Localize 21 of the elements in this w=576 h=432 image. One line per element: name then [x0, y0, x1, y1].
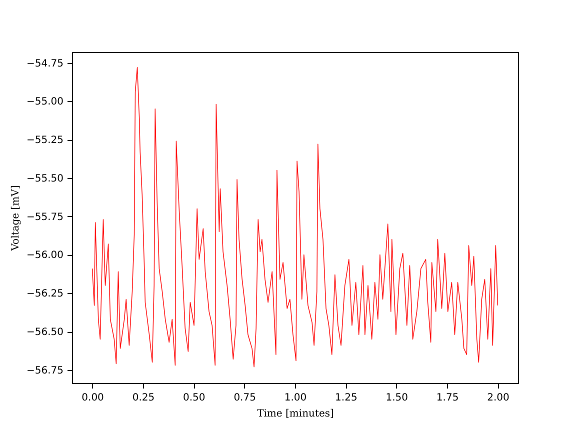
x-tick-label: 2.00 — [487, 392, 510, 404]
x-tick-label: 1.00 — [284, 392, 307, 404]
x-tick-label: 1.75 — [436, 392, 459, 404]
y-tick-label: −55.25 — [26, 135, 64, 146]
y-tick-label: −55.00 — [26, 96, 64, 108]
x-axis-title: Time [minutes] — [257, 408, 334, 420]
x-tick-label: 0.25 — [132, 392, 155, 404]
y-axis-title: Voltage [mV] — [10, 185, 22, 252]
line-series — [92, 67, 498, 368]
x-tick-label: 1.25 — [335, 392, 358, 404]
y-tick-label: −55.50 — [26, 173, 64, 184]
y-tick-label: −56.25 — [26, 288, 64, 300]
y-tick-label: −54.75 — [26, 58, 64, 70]
y-tick-label: −56.00 — [26, 250, 64, 262]
y-tick-label: −55.75 — [26, 212, 64, 223]
y-tick-label: −56.75 — [26, 365, 64, 376]
x-tick-label: 0.00 — [82, 392, 104, 404]
x-tick-label: 0.75 — [234, 392, 256, 404]
x-tick-label: 1.50 — [386, 392, 408, 404]
x-tick-label: 0.50 — [183, 392, 206, 404]
y-tick-label: −56.50 — [26, 327, 64, 338]
